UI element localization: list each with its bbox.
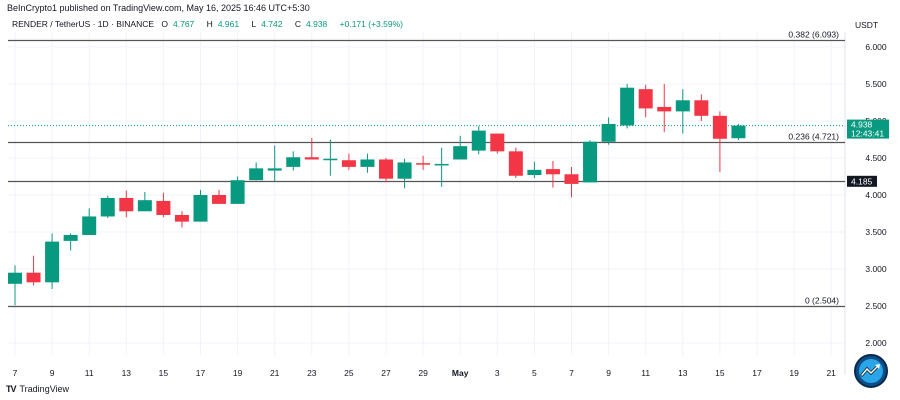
candle — [286, 157, 301, 167]
svg-text:4.000: 4.000 — [865, 190, 887, 200]
candle — [545, 169, 560, 175]
svg-text:9: 9 — [606, 368, 611, 378]
svg-text:2.500: 2.500 — [865, 301, 887, 311]
svg-text:15: 15 — [159, 368, 169, 378]
candle — [657, 106, 672, 112]
svg-text:3: 3 — [495, 368, 500, 378]
last-price-badge — [847, 119, 889, 139]
svg-text:15: 15 — [715, 368, 725, 378]
ohlc-low: L 4.742 — [251, 19, 283, 29]
candle — [694, 100, 709, 116]
candle — [26, 272, 41, 283]
symbol-name[interactable]: RENDER / TetherUS · 1D · BINANCE — [12, 19, 155, 29]
candle — [601, 123, 616, 142]
ohlc-high: H 4.961 — [206, 19, 240, 29]
fib-label: 0.382 (6.093) — [788, 30, 839, 40]
price-axis[interactable]: 6.0005.5005.0004.5004.0003.5003.0002.500… — [847, 42, 889, 348]
ohlc-close: C 4.938 — [294, 19, 328, 29]
candle — [304, 157, 319, 160]
candle — [249, 168, 264, 181]
svg-text:5: 5 — [532, 368, 537, 378]
candle — [564, 174, 579, 184]
candle — [434, 163, 449, 166]
candles — [8, 84, 746, 306]
candle — [63, 234, 78, 241]
candle — [397, 162, 412, 179]
svg-text:12:43:41: 12:43:41 — [851, 129, 884, 139]
svg-text:29: 29 — [418, 368, 428, 378]
candle — [193, 195, 208, 222]
trend-arrow-icon — [860, 364, 880, 377]
candle — [100, 197, 115, 217]
candle — [137, 200, 152, 212]
ohlc-open: O 4.767 — [161, 19, 195, 29]
beincrypto-logo-icon — [854, 354, 888, 388]
svg-text:7: 7 — [569, 368, 574, 378]
currency-label: USDT — [855, 20, 879, 30]
svg-text:13: 13 — [678, 368, 688, 378]
svg-text:25: 25 — [344, 368, 354, 378]
symbol-legend: RENDER / TetherUS · 1D · BINANCE O 4.767 … — [12, 19, 408, 29]
candle — [8, 272, 22, 284]
candle — [45, 241, 60, 283]
price-change: +0.171 (+3.59%) — [339, 19, 403, 29]
candle — [212, 195, 227, 204]
candle — [453, 146, 468, 160]
candle — [583, 141, 598, 183]
candle — [416, 163, 431, 165]
svg-text:21: 21 — [270, 368, 280, 378]
svg-text:17: 17 — [752, 368, 762, 378]
candle — [230, 180, 245, 204]
candle — [267, 168, 282, 171]
candle — [638, 89, 653, 109]
svg-text:4.938: 4.938 — [851, 120, 873, 130]
svg-text:11: 11 — [85, 368, 94, 378]
fib-label: 0.236 (4.721) — [788, 132, 839, 142]
svg-text:21: 21 — [826, 368, 836, 378]
candle — [323, 158, 338, 161]
candle — [156, 200, 171, 215]
svg-text:11: 11 — [641, 368, 650, 378]
candle — [379, 159, 393, 179]
candle — [360, 159, 375, 167]
svg-text:May: May — [452, 368, 469, 378]
svg-text:3.500: 3.500 — [865, 227, 887, 237]
svg-text:5.500: 5.500 — [865, 79, 887, 89]
candle — [731, 125, 746, 139]
svg-text:7: 7 — [13, 368, 18, 378]
level-badge — [847, 175, 877, 187]
svg-text:27: 27 — [381, 368, 391, 378]
candle — [82, 216, 97, 235]
svg-text:17: 17 — [196, 368, 206, 378]
svg-text:4.185: 4.185 — [851, 176, 873, 186]
tradingview-logo: TV TradingView — [6, 384, 70, 394]
candle — [508, 151, 523, 176]
tradingview-mark-icon: TV — [6, 384, 16, 394]
time-axis[interactable]: 7 9 11 13 15 17 19 21 23 25 27 29 May 3 5 7 9 11 13 15 17 19 2… — [13, 368, 837, 378]
candle — [490, 133, 505, 152]
svg-text:4.500: 4.500 — [865, 153, 887, 163]
candle — [471, 130, 486, 151]
svg-text:23: 23 — [307, 368, 317, 378]
publisher-line: BeInCrypto1 published on TradingView.com… — [7, 3, 310, 13]
candle — [620, 87, 635, 126]
candle — [527, 169, 542, 176]
candle — [712, 115, 727, 139]
svg-text:2.000: 2.000 — [865, 338, 887, 348]
fib-label: 0 (2.504) — [805, 296, 839, 306]
svg-text:9: 9 — [50, 368, 55, 378]
svg-text:19: 19 — [789, 368, 799, 378]
svg-text:3.000: 3.000 — [865, 264, 887, 274]
grid — [8, 32, 846, 375]
candle — [675, 100, 690, 112]
svg-text:6.000: 6.000 — [865, 42, 887, 52]
level-lines[interactable]: 0.382 (6.093) 0.236 (4.721) 0 (2.504) — [8, 30, 845, 308]
svg-text:19: 19 — [233, 368, 243, 378]
svg-text:13: 13 — [122, 368, 132, 378]
candle — [174, 214, 189, 222]
candle — [119, 197, 134, 212]
candle — [341, 160, 356, 167]
